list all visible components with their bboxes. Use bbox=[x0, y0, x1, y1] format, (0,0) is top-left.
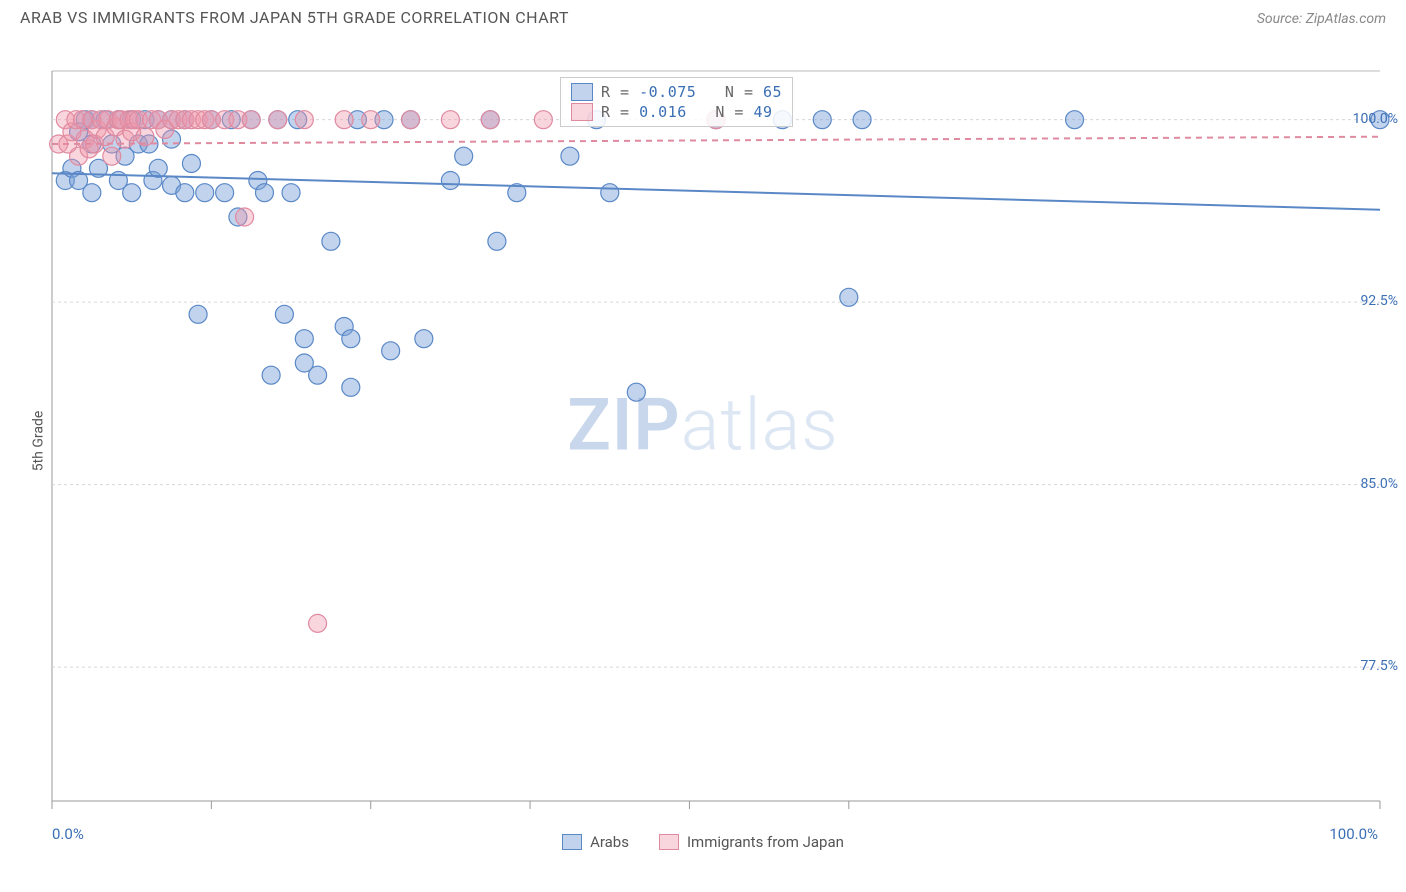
correlation-legend: R = -0.075 N = 65 R = 0.016 N = 49 bbox=[560, 77, 793, 127]
legend-row-arabs: R = -0.075 N = 65 bbox=[571, 82, 782, 102]
chart-container: 5th Grade ZIPatlas R = -0.075 N = 65R = … bbox=[0, 31, 1406, 851]
legend-label: Arabs bbox=[590, 833, 629, 851]
y-tick-label: 77.5% bbox=[1360, 658, 1398, 674]
legend-row-japan: R = 0.016 N = 49 bbox=[571, 102, 782, 122]
y-tick-label: 85.0% bbox=[1360, 476, 1398, 492]
legend-item: Immigrants from Japan bbox=[659, 833, 844, 851]
legend-stats: R = -0.075 N = 65 bbox=[601, 83, 782, 101]
legend-label: Immigrants from Japan bbox=[687, 833, 844, 851]
scatter-plot bbox=[0, 31, 1406, 851]
legend-swatch bbox=[659, 834, 679, 850]
legend-swatch bbox=[571, 103, 593, 121]
y-axis-label: 5th Grade bbox=[30, 411, 46, 472]
legend-swatch bbox=[562, 834, 582, 850]
y-tick-label: 92.5% bbox=[1360, 293, 1398, 309]
series-legend: Arabs Immigrants from Japan bbox=[0, 833, 1406, 851]
chart-title: ARAB VS IMMIGRANTS FROM JAPAN 5TH GRADE … bbox=[20, 8, 569, 27]
legend-swatch bbox=[571, 83, 593, 101]
source-credit: Source: ZipAtlas.com bbox=[1257, 11, 1386, 27]
legend-stats: R = 0.016 N = 49 bbox=[601, 103, 773, 121]
y-tick-label: 100.0% bbox=[1353, 111, 1398, 127]
legend-item: Arabs bbox=[562, 833, 629, 851]
